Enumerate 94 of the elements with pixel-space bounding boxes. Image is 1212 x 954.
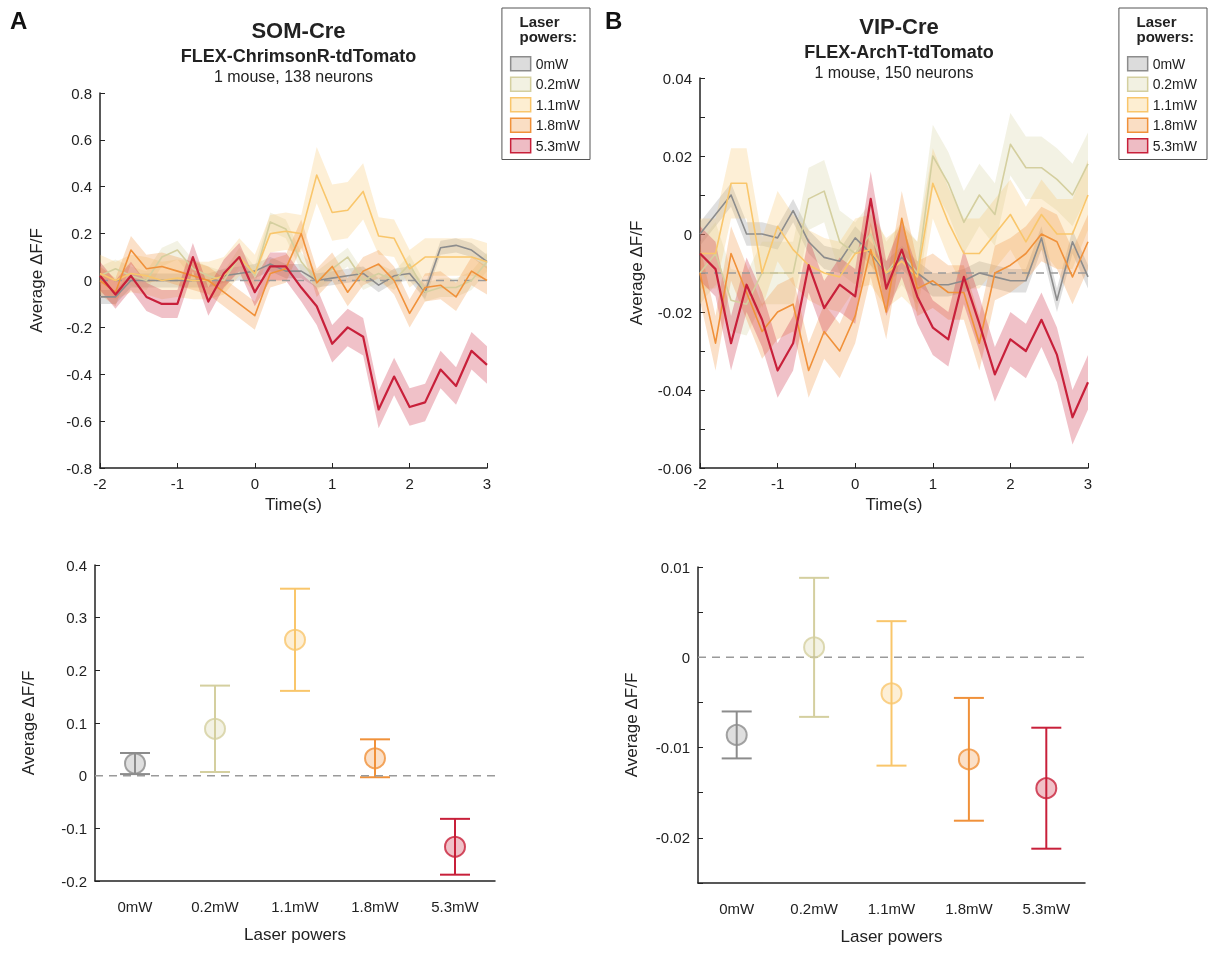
x-axis-title: Laser powers bbox=[243, 925, 347, 944]
line-series bbox=[699, 182, 1089, 278]
legend-title: Laser powers: bbox=[519, 13, 578, 45]
point bbox=[444, 835, 466, 858]
y-tick-label: -0.8 bbox=[66, 459, 92, 477]
y-tick-label: 0 bbox=[681, 648, 690, 666]
line-series bbox=[99, 174, 488, 282]
x-tick-label: 1.8mW bbox=[351, 898, 400, 915]
chart-title: VIP-Cre bbox=[859, 13, 939, 39]
point bbox=[364, 747, 386, 770]
y-axis-title: Average ΔF/F bbox=[27, 228, 46, 333]
text: 1 mouse, 138 neurons bbox=[213, 67, 374, 85]
legend-label: 1.8mW bbox=[1152, 117, 1198, 134]
y-tick-label: 0.6 bbox=[71, 131, 92, 149]
y-tick-label: -0.02 bbox=[655, 829, 690, 847]
x-tick-label: 0 bbox=[851, 475, 860, 492]
y-tick-label: -0.01 bbox=[655, 739, 690, 757]
y-tick-label: 0.1 bbox=[66, 714, 87, 732]
x-tick-label: 2 bbox=[1006, 475, 1015, 492]
y-tick-label: -0.4 bbox=[66, 365, 92, 383]
y-tick-label: 0.2 bbox=[71, 225, 92, 243]
point bbox=[725, 723, 748, 746]
line-series bbox=[99, 244, 488, 298]
legend-label: 1.1mW bbox=[1152, 96, 1198, 113]
x-tick-label: 1 bbox=[928, 475, 937, 492]
line-series bbox=[98, 255, 489, 411]
chart-title: SOM-Cre bbox=[251, 17, 346, 43]
point bbox=[957, 748, 980, 771]
legend-label: 0.2mW bbox=[535, 76, 581, 93]
line-series bbox=[99, 232, 488, 317]
point bbox=[204, 717, 226, 740]
y-tick-label: -0.04 bbox=[657, 381, 692, 399]
x-tick-label: 2 bbox=[405, 475, 414, 492]
y-tick-label: 0 bbox=[83, 272, 92, 289]
y-tick-label: 0.4 bbox=[71, 178, 92, 196]
x-tick-label: 1.1mW bbox=[271, 898, 320, 915]
y-tick-label: 0.02 bbox=[662, 147, 692, 165]
y-tick-label: 0.8 bbox=[71, 84, 92, 102]
x-tick-label: 0mW bbox=[117, 898, 154, 915]
y-tick-label: -0.06 bbox=[657, 459, 692, 477]
x-tick-label: -2 bbox=[93, 475, 107, 492]
chart-subtitle: FLEX-ArchT-tdTomato bbox=[804, 42, 994, 62]
x-tick-label: 0.2mW bbox=[191, 898, 240, 915]
x-tick-label: 1 bbox=[328, 475, 337, 492]
y-tick-label: 0.2 bbox=[66, 661, 87, 679]
text: A bbox=[10, 6, 28, 34]
x-tick-label: -1 bbox=[770, 475, 785, 492]
line-series bbox=[99, 221, 488, 294]
y-tick-label: 0.4 bbox=[66, 556, 87, 574]
y-tick-label: 0 bbox=[683, 225, 692, 243]
legend-label: 5.3mW bbox=[535, 137, 581, 154]
x-tick-label: 5.3mW bbox=[431, 898, 480, 915]
y-tick-label: -0.2 bbox=[61, 872, 87, 890]
x-tick-label: 1.1mW bbox=[867, 900, 917, 917]
x-tick-label: 0mW bbox=[719, 900, 756, 917]
x-axis-title: Time(s) bbox=[265, 495, 322, 514]
legend-label: 5.3mW bbox=[1152, 137, 1198, 154]
x-tick-label: -1 bbox=[170, 475, 185, 492]
x-axis-title: Laser powers bbox=[840, 927, 943, 946]
legend-label: 0mW bbox=[535, 55, 570, 72]
y-axis-title: Average ΔF/F bbox=[627, 220, 646, 326]
y-tick-label: -0.02 bbox=[657, 303, 692, 321]
y-tick-label: 0.01 bbox=[660, 558, 690, 576]
x-tick-label: 0 bbox=[250, 475, 259, 492]
x-tick-label: 3 bbox=[482, 475, 492, 492]
line-series bbox=[699, 194, 1089, 302]
point bbox=[803, 636, 826, 659]
y-tick-label: 0.04 bbox=[662, 69, 692, 87]
text: B bbox=[605, 6, 623, 34]
y-tick-label: -0.6 bbox=[66, 412, 92, 430]
x-tick-label: 5.3mW bbox=[1022, 900, 1071, 917]
y-tick-label: 0.3 bbox=[66, 609, 87, 627]
legend-title: Laser powers: bbox=[1136, 13, 1195, 45]
x-axis-title: Time(s) bbox=[865, 495, 923, 514]
point bbox=[284, 628, 306, 651]
legend-label: 0mW bbox=[1152, 55, 1187, 72]
y-tick-label: -0.2 bbox=[66, 318, 92, 336]
x-tick-label: 3 bbox=[1083, 475, 1093, 492]
y-tick-label: 0 bbox=[78, 767, 87, 785]
x-tick-label: 1.8mW bbox=[945, 900, 994, 917]
legend-label: 1.1mW bbox=[535, 96, 581, 113]
y-axis-title: Average ΔF/F bbox=[19, 670, 38, 776]
annotation: 1 mouse, 150 neurons bbox=[814, 63, 974, 81]
y-tick-label: -0.1 bbox=[61, 819, 87, 837]
point bbox=[1035, 777, 1058, 800]
y-axis-title: Average ΔF/F bbox=[622, 672, 641, 778]
chart-subtitle: FLEX-ChrimsonR-tdTomato bbox=[180, 46, 417, 66]
point bbox=[124, 752, 146, 775]
line-series bbox=[699, 217, 1089, 372]
point bbox=[880, 682, 903, 705]
x-tick-label: -2 bbox=[693, 475, 707, 492]
x-tick-label: 0.2mW bbox=[790, 900, 839, 917]
legend-label: 1.8mW bbox=[535, 117, 581, 134]
legend-label: 0.2mW bbox=[1152, 76, 1198, 93]
